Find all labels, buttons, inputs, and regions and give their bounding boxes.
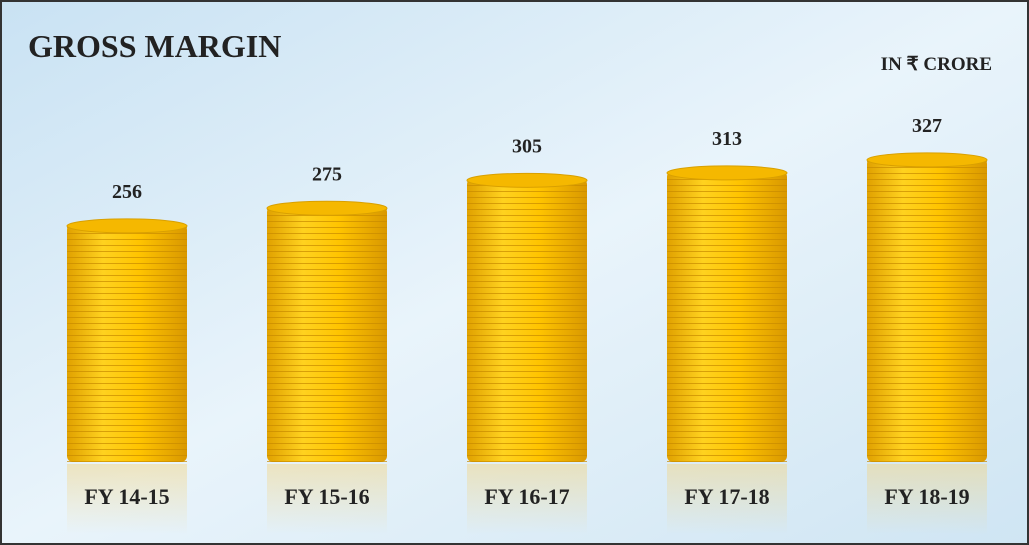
value-label: 275 — [312, 163, 342, 185]
coin-top — [867, 153, 987, 167]
chart-title: GROSS MARGIN — [28, 28, 281, 64]
coin-edges — [267, 206, 387, 462]
x-tick-label: FY 14-15 — [84, 484, 169, 509]
coin-edges — [667, 171, 787, 462]
coin-edges — [467, 178, 587, 462]
x-tick-label: FY 17-18 — [684, 484, 769, 509]
coin-edges — [67, 224, 187, 462]
value-label: 305 — [512, 135, 542, 157]
coin-top — [67, 219, 187, 233]
x-tick-label: FY 18-19 — [884, 484, 969, 509]
coin-edges — [867, 158, 987, 462]
coin-top — [667, 166, 787, 180]
value-label: 327 — [912, 115, 942, 137]
coin-top — [267, 201, 387, 215]
page: GROSS MARGIN IN ₹ CRORE 256 FY 14-15 275 FY… — [0, 0, 1029, 545]
value-label: 313 — [712, 128, 742, 150]
x-tick-label: FY 16-17 — [484, 484, 569, 509]
coin-top — [467, 173, 587, 187]
x-tick-label: FY 15-16 — [284, 484, 369, 509]
chart-subtitle: IN ₹ CRORE — [881, 54, 992, 75]
chart: GROSS MARGIN IN ₹ CRORE 256 FY 14-15 275 FY… — [0, 0, 1029, 545]
value-label: 256 — [112, 181, 142, 203]
